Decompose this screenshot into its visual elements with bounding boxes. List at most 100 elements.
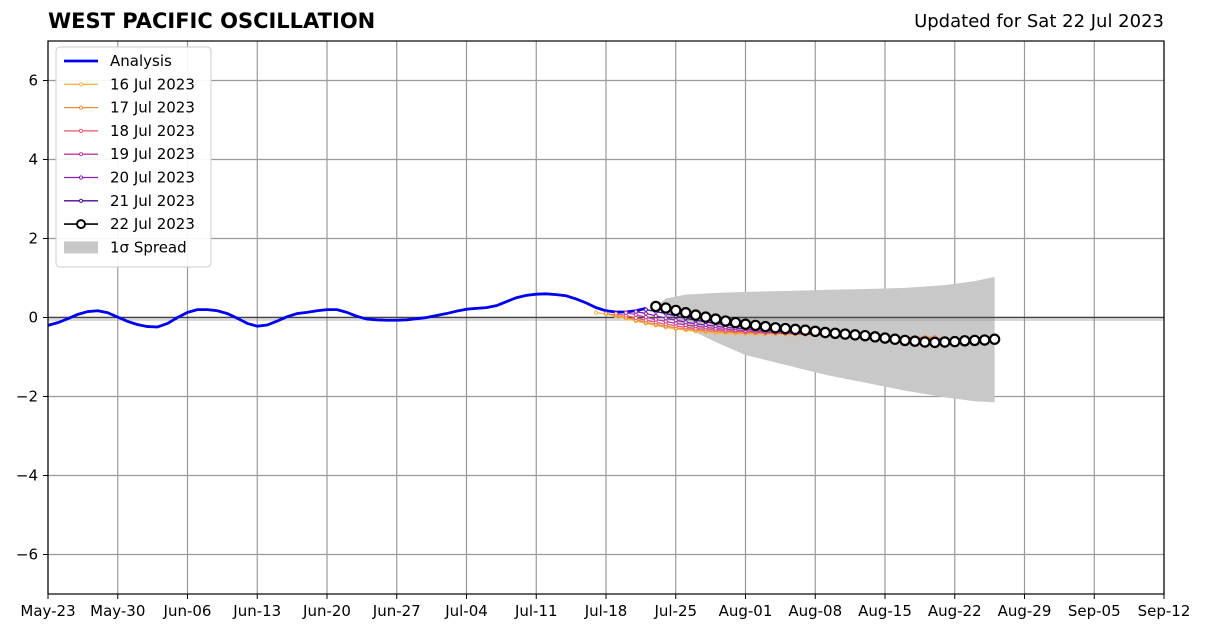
forecast-point xyxy=(899,334,911,347)
legend-marker xyxy=(78,105,84,110)
forecast-point xyxy=(699,311,712,323)
legend-label: Analysis xyxy=(110,52,172,70)
forecast-point xyxy=(680,307,692,319)
legend-label: 21 Jul 2023 xyxy=(110,192,195,210)
legend-label: 16 Jul 2023 xyxy=(110,75,195,93)
forecast-point xyxy=(869,331,881,343)
x-tick-label: Jul-18 xyxy=(584,602,628,620)
forecast-point xyxy=(749,319,762,332)
x-tick-label: Aug-22 xyxy=(928,602,982,620)
axes: May-23 May-30 Jun-06 Jun-13 Jun-20 Jun-27 Jul-… xyxy=(16,40,1191,620)
x-tick-label: Aug-01 xyxy=(719,602,773,620)
x-tick-label: Jun-06 xyxy=(163,602,212,620)
forecast-point xyxy=(633,309,638,314)
x-tick-label: Jun-20 xyxy=(302,602,351,620)
legend-box xyxy=(55,46,212,268)
legend-label: 1σ Spread xyxy=(110,238,187,256)
chart-title: WEST PACIFIC OSCILLATION xyxy=(48,9,376,33)
forecast-point xyxy=(709,313,722,325)
legend-marker xyxy=(78,152,84,157)
legend-marker xyxy=(78,198,84,203)
forecast-point xyxy=(593,310,599,315)
forecast-point xyxy=(879,332,891,344)
x-tick-label: Jul-25 xyxy=(653,602,697,620)
forecast-point xyxy=(653,313,658,319)
forecast-point xyxy=(978,334,991,346)
forecast-point xyxy=(613,311,619,316)
forecast-point xyxy=(909,335,921,347)
forecast-point xyxy=(859,329,871,342)
plot-frame xyxy=(47,40,1165,595)
forecast-point xyxy=(623,310,629,315)
forecast-point xyxy=(739,318,752,330)
forecast-point xyxy=(683,320,688,325)
forecast-point xyxy=(673,318,678,323)
y-tick-label: 2 xyxy=(28,230,38,248)
forecast-point xyxy=(988,333,1001,345)
forecast-point xyxy=(719,315,732,327)
legend-marker xyxy=(76,219,86,230)
legend-label: 17 Jul 2023 xyxy=(110,99,195,117)
y-tick-label: 4 xyxy=(28,151,38,169)
forecast-point xyxy=(779,322,792,335)
y-tick-label: 6 xyxy=(28,72,38,90)
x-tick-label: Aug-15 xyxy=(858,602,912,620)
forecast-point xyxy=(889,333,901,345)
legend-label: 19 Jul 2023 xyxy=(110,145,195,163)
x-tick-label: Jul-04 xyxy=(444,602,488,620)
legend-label: 22 Jul 2023 xyxy=(110,215,195,233)
y-tick-label: 0 xyxy=(28,309,38,327)
forecast-point xyxy=(849,329,861,341)
forecast-point xyxy=(809,325,821,338)
forecast-point xyxy=(959,335,971,347)
forecast-point xyxy=(929,336,941,349)
x-tick-label: Aug-08 xyxy=(788,602,842,620)
x-tick-label: May-23 xyxy=(20,602,75,620)
forecast-point xyxy=(663,316,668,321)
y-tick-label: −2 xyxy=(16,388,38,406)
forecast-point xyxy=(949,335,961,348)
forecast-point xyxy=(729,316,742,329)
forecast-point xyxy=(919,336,931,348)
legend-marker xyxy=(78,82,84,87)
forecast-point xyxy=(670,304,682,317)
spread-band xyxy=(655,276,995,403)
analysis-line xyxy=(47,292,647,329)
x-tick-label: Aug-29 xyxy=(998,602,1052,620)
forecast-point xyxy=(643,315,648,320)
legend-label: 20 Jul 2023 xyxy=(110,169,195,187)
forecast-point xyxy=(789,323,802,336)
y-tick-label: −6 xyxy=(16,546,38,564)
x-tick-label: Jul-11 xyxy=(514,602,558,620)
forecast-point xyxy=(653,317,658,322)
forecast-point xyxy=(829,327,841,339)
forecast-point xyxy=(769,322,782,334)
legend: Analysis 16 Jul 2023 17 Jul 2023 18 Jul 202… xyxy=(55,46,212,268)
forecast-point xyxy=(968,334,981,347)
legend-swatch xyxy=(64,241,98,254)
forecast-point xyxy=(939,336,951,348)
legend-label: 18 Jul 2023 xyxy=(110,122,195,140)
legend-marker xyxy=(78,128,84,133)
forecast-point xyxy=(660,302,672,314)
forecast-point xyxy=(689,309,702,321)
legend-marker xyxy=(78,175,84,180)
forecast-point xyxy=(650,300,662,313)
forecast-point xyxy=(759,320,772,333)
x-tick-label: Jun-27 xyxy=(372,602,421,620)
forecast-point xyxy=(643,307,648,312)
x-tick-label: May-30 xyxy=(90,602,145,620)
forecast-point xyxy=(643,311,648,316)
forecast-point xyxy=(819,326,831,339)
spread-area xyxy=(655,276,995,403)
chart-subtitle: Updated for Sat 22 Jul 2023 xyxy=(914,11,1164,32)
x-tick-label: Sep-12 xyxy=(1138,602,1191,620)
x-tick-label: Jun-13 xyxy=(232,602,281,620)
series-lines xyxy=(47,292,1001,349)
forecast-point xyxy=(603,311,609,316)
forecast-point xyxy=(693,321,698,326)
forecast-point xyxy=(799,324,811,336)
forecast-point xyxy=(839,328,851,340)
x-tick-label: Sep-05 xyxy=(1068,602,1121,620)
